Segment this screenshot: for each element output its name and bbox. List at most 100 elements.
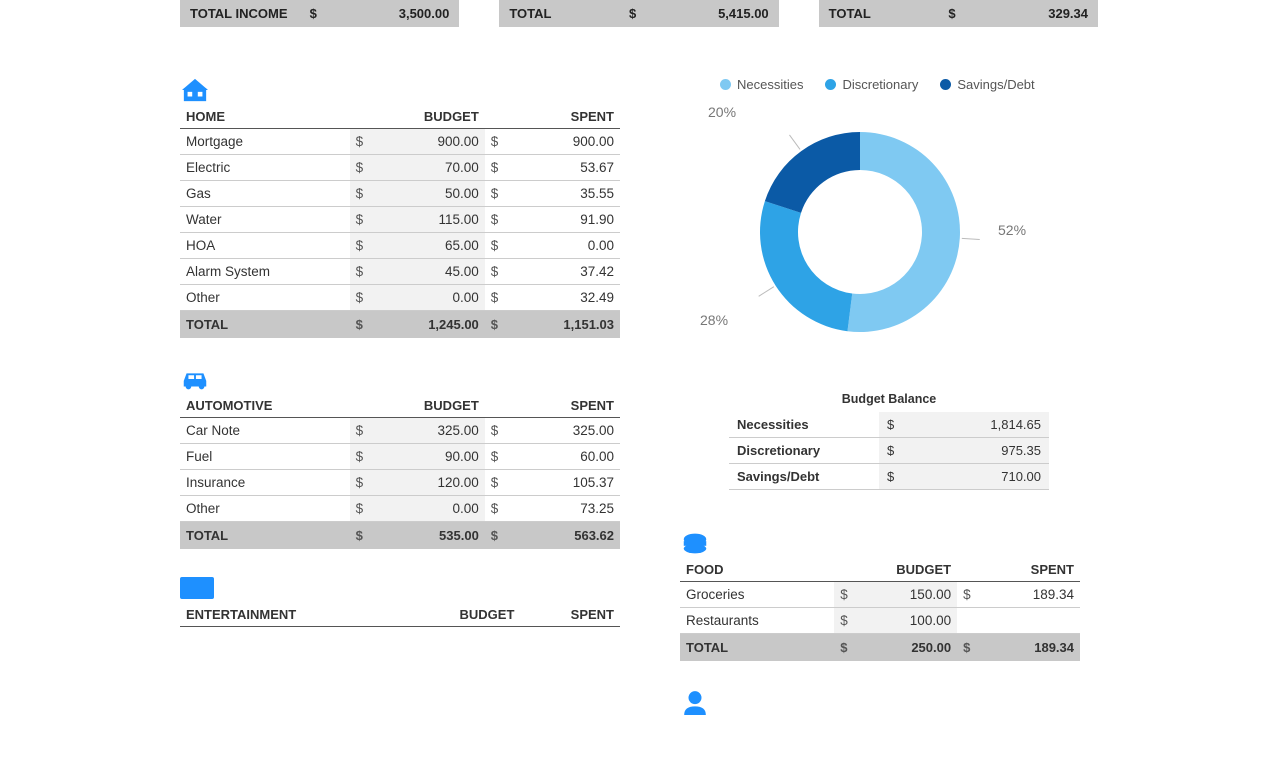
currency-symbol: $ (485, 285, 507, 311)
total-budget-value: 5,415.00 (649, 6, 769, 21)
currency-symbol: $ (879, 438, 902, 464)
table-row: Other$0.00$32.49 (180, 285, 620, 311)
table-row: Car Note$325.00$325.00 (180, 418, 620, 444)
legend-item: Necessities (720, 77, 803, 92)
food-table: FOOD BUDGET SPENT Groceries$150.00$189.3… (680, 558, 1080, 661)
table-row: Fuel$90.00$60.00 (180, 444, 620, 470)
total-income-label: TOTAL INCOME (190, 6, 310, 21)
row-name: Water (180, 207, 350, 233)
table-row: HOA$65.00$0.00 (180, 233, 620, 259)
row-spent: 91.90 (507, 207, 620, 233)
row-spent: 325.00 (507, 418, 620, 444)
currency-symbol: $ (485, 311, 507, 339)
donut-percent-label: 52% (998, 222, 1026, 238)
total-income-value: 3,500.00 (330, 6, 450, 21)
currency-symbol: $ (948, 6, 968, 21)
total-budget-box: TOTAL $ 5,415.00 (499, 0, 778, 27)
row-budget: 70.00 (372, 155, 485, 181)
table-row: Water$115.00$91.90 (180, 207, 620, 233)
donut-percent-label: 20% (708, 104, 736, 120)
balance-name: Necessities (729, 412, 879, 438)
currency-symbol: $ (350, 207, 372, 233)
currency-symbol: $ (350, 522, 372, 550)
total-spent-value: 329.34 (968, 6, 1088, 21)
currency-symbol: $ (350, 233, 372, 259)
currency-symbol: $ (834, 582, 854, 608)
table-row: Electric$70.00$53.67 (180, 155, 620, 181)
currency-symbol: $ (485, 522, 507, 550)
total-spent-box: TOTAL $ 329.34 (819, 0, 1098, 27)
legend-swatch (720, 79, 731, 90)
balance-row: Necessities$1,814.65 (729, 412, 1049, 438)
budget-balance-table: Necessities$1,814.65Discretionary$975.35… (729, 412, 1049, 490)
row-budget: 900.00 (372, 129, 485, 155)
balance-value: 710.00 (902, 464, 1049, 490)
spent-header: SPENT (485, 105, 620, 129)
total-label: TOTAL (180, 311, 350, 339)
currency-symbol (957, 608, 977, 634)
currency-symbol: $ (310, 6, 330, 21)
row-name: Car Note (180, 418, 350, 444)
row-name: Alarm System (180, 259, 350, 285)
row-name: Fuel (180, 444, 350, 470)
row-spent: 60.00 (507, 444, 620, 470)
balance-row: Discretionary$975.35 (729, 438, 1049, 464)
home-title: HOME (180, 105, 350, 129)
balance-value: 1,814.65 (902, 412, 1049, 438)
legend-item: Savings/Debt (940, 77, 1034, 92)
row-spent (977, 608, 1080, 634)
row-spent: 32.49 (507, 285, 620, 311)
budget-header: BUDGET (400, 603, 520, 627)
currency-symbol: $ (485, 155, 507, 181)
food-title: FOOD (680, 558, 834, 582)
currency-symbol: $ (350, 181, 372, 207)
currency-symbol: $ (957, 634, 977, 662)
row-name: Gas (180, 181, 350, 207)
automotive-total-row: TOTAL $ 535.00 $ 563.62 (180, 522, 620, 550)
entertainment-title: ENTERTAINMENT (180, 603, 400, 627)
automotive-section: AUTOMOTIVE BUDGET SPENT Car Note$325.00$… (180, 366, 620, 549)
currency-symbol: $ (350, 444, 372, 470)
total-label: TOTAL (829, 6, 949, 21)
row-budget: 90.00 (372, 444, 485, 470)
row-spent: 0.00 (507, 233, 620, 259)
home-icon (180, 77, 208, 101)
total-label: TOTAL (680, 634, 834, 662)
automotive-table: AUTOMOTIVE BUDGET SPENT Car Note$325.00$… (180, 394, 620, 549)
food-total-budget: 250.00 (854, 634, 957, 662)
entertainment-section: ENTERTAINMENT BUDGET SPENT (180, 577, 620, 627)
currency-symbol: $ (350, 285, 372, 311)
currency-symbol: $ (485, 444, 507, 470)
row-budget: 65.00 (372, 233, 485, 259)
currency-symbol: $ (957, 582, 977, 608)
auto-total-budget: 535.00 (372, 522, 485, 550)
row-name: HOA (180, 233, 350, 259)
currency-symbol: $ (485, 418, 507, 444)
budget-header: BUDGET (350, 394, 485, 418)
currency-symbol: $ (485, 181, 507, 207)
row-spent: 900.00 (507, 129, 620, 155)
currency-symbol: $ (629, 6, 649, 21)
currency-symbol: $ (834, 634, 854, 662)
row-name: Restaurants (680, 608, 834, 634)
row-budget: 325.00 (372, 418, 485, 444)
currency-symbol: $ (350, 311, 372, 339)
legend-item: Discretionary (825, 77, 918, 92)
row-budget: 100.00 (854, 608, 957, 634)
table-row: Alarm System$45.00$37.42 (180, 259, 620, 285)
budget-header: BUDGET (350, 105, 485, 129)
chart-legend: Necessities Discretionary Savings/Debt (720, 77, 1098, 92)
row-name: Electric (180, 155, 350, 181)
row-name: Other (180, 285, 350, 311)
person-icon (680, 689, 708, 713)
row-name: Other (180, 496, 350, 522)
balance-row: Savings/Debt$710.00 (729, 464, 1049, 490)
row-name: Groceries (680, 582, 834, 608)
home-section: HOME BUDGET SPENT Mortgage$900.00$900.00… (180, 77, 620, 338)
currency-symbol: $ (350, 129, 372, 155)
currency-symbol: $ (485, 129, 507, 155)
table-row: Restaurants$100.00 (680, 608, 1080, 634)
food-section: FOOD BUDGET SPENT Groceries$150.00$189.3… (680, 530, 1098, 661)
row-name: Mortgage (180, 129, 350, 155)
row-spent: 105.37 (507, 470, 620, 496)
